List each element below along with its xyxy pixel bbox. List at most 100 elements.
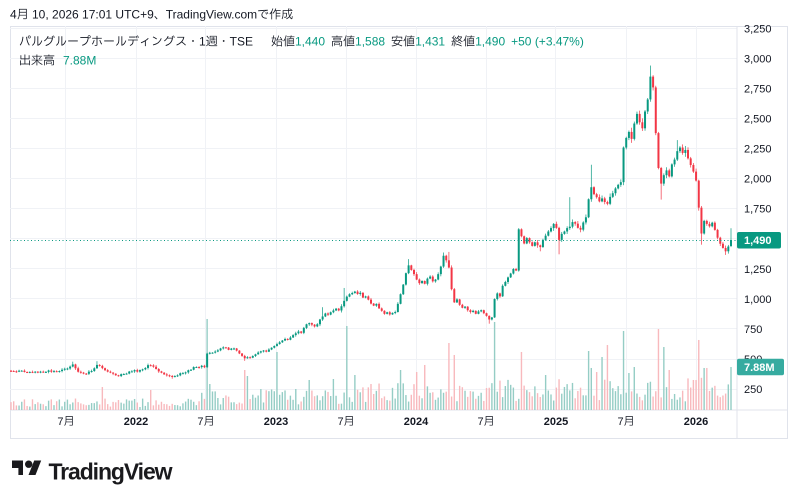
chart-frame <box>10 26 788 439</box>
volume-bar <box>407 401 410 410</box>
volume-bar <box>585 395 587 410</box>
price-tick-label[interactable]: 250 <box>744 384 762 396</box>
volume-bar <box>308 379 310 410</box>
candle-body <box>550 228 552 232</box>
price-tick-label[interactable]: 2,000 <box>744 174 772 186</box>
volume-bar <box>155 400 157 410</box>
candle-body <box>469 310 472 313</box>
candle-body <box>136 370 139 372</box>
candle-body <box>700 207 703 234</box>
volume-bar <box>278 394 281 410</box>
price-axis[interactable]: 2505007501,0001,2501,5001,7502,0002,2502… <box>744 23 772 396</box>
candle-body <box>394 312 397 314</box>
price-tick-label[interactable]: 2,750 <box>744 83 772 95</box>
cjk-glyph <box>154 16 158 20</box>
candle-body <box>536 242 539 246</box>
candle-body <box>58 371 61 373</box>
volume-bar <box>120 402 122 410</box>
candle-body <box>730 240 732 247</box>
volume-bar <box>182 403 184 410</box>
candle-body <box>168 375 171 377</box>
price-tick-label[interactable]: 3,250 <box>744 23 772 35</box>
candle-body <box>641 122 644 129</box>
candle-body <box>528 238 531 243</box>
volume-bar <box>421 398 423 410</box>
price-tick-label[interactable]: 1,750 <box>744 204 772 216</box>
text-segment: 2025 <box>544 416 568 428</box>
candle-body <box>284 338 287 341</box>
candle-body <box>490 317 493 320</box>
candle-body <box>130 371 133 373</box>
candle-body <box>713 222 716 230</box>
candle-body <box>34 371 37 373</box>
candle-wick <box>676 140 678 162</box>
volume-bar <box>26 405 28 410</box>
volume-bar <box>684 401 687 410</box>
volume-bar <box>413 384 415 410</box>
candle-body <box>609 196 612 204</box>
volume-bar <box>722 395 724 410</box>
volume-bar <box>295 388 297 410</box>
volume-bar <box>671 398 673 410</box>
cjk-glyph <box>32 36 43 46</box>
candle-body <box>662 175 665 184</box>
candle-body <box>582 222 585 230</box>
candle-body <box>410 265 413 270</box>
candle-body <box>361 292 364 298</box>
candle-body <box>179 373 182 376</box>
candle-body <box>208 352 211 354</box>
candle-body <box>176 375 179 377</box>
candle-body <box>404 273 407 285</box>
volume-bar <box>147 402 149 410</box>
volume-bar <box>109 406 112 410</box>
volume-bar <box>582 395 584 410</box>
candle-body <box>63 368 66 370</box>
volume-bar <box>58 399 61 410</box>
volume-bar <box>53 405 55 410</box>
volume-bar <box>496 391 498 410</box>
volume-bar <box>679 397 681 410</box>
candle-body <box>28 371 31 373</box>
price-tick-label[interactable]: 1,250 <box>744 264 772 276</box>
candle-body <box>496 293 499 300</box>
price-tick-label[interactable]: 3,000 <box>744 53 772 65</box>
time-axis[interactable]: 7 2022 7 2023 7 2024 7 2025 7 2026 <box>57 416 708 428</box>
volume-bar <box>303 396 305 410</box>
volume-bar <box>383 396 386 410</box>
candle-body <box>584 217 587 223</box>
volume-bar <box>246 376 249 410</box>
candle-body <box>26 372 29 374</box>
volume-bar <box>601 357 603 410</box>
text-segment: 7 <box>337 416 343 428</box>
cjk-glyph <box>484 416 493 426</box>
price-tick-label[interactable]: 750 <box>744 324 762 336</box>
price-tick-label[interactable]: 1,000 <box>744 294 772 306</box>
volume-bar <box>480 392 482 410</box>
volume-bar <box>66 399 69 410</box>
volume-bar <box>681 390 684 410</box>
volume-bar <box>510 384 512 410</box>
volume-bar <box>187 398 190 410</box>
candle-body <box>222 347 225 349</box>
legend-change: +50 (+3.47%) <box>511 35 584 49</box>
legend: 1 TSE 1,440 1,588 1,431 1,490 +50 (+3.47%) 7.88… <box>19 35 584 68</box>
volume-bar <box>695 380 697 410</box>
candle-body <box>716 229 719 238</box>
volume-bar <box>518 398 520 410</box>
volume-bar <box>711 387 713 410</box>
volume-bar <box>96 401 98 410</box>
volume-bar <box>389 400 391 410</box>
candle-body <box>563 231 566 234</box>
candle-body <box>15 371 18 373</box>
candle-body <box>343 300 346 307</box>
candle-wick <box>730 228 732 248</box>
candle-body <box>380 308 383 311</box>
volume-bar <box>547 390 550 410</box>
legend-symbol: 1 TSE <box>19 35 253 49</box>
candle-body <box>684 149 687 153</box>
price-tick-label[interactable]: 2,250 <box>744 144 772 156</box>
price-tick-label[interactable]: 2,500 <box>744 114 772 126</box>
candle-body <box>482 310 485 314</box>
volume-bar <box>700 377 703 410</box>
candle-body <box>101 365 104 369</box>
